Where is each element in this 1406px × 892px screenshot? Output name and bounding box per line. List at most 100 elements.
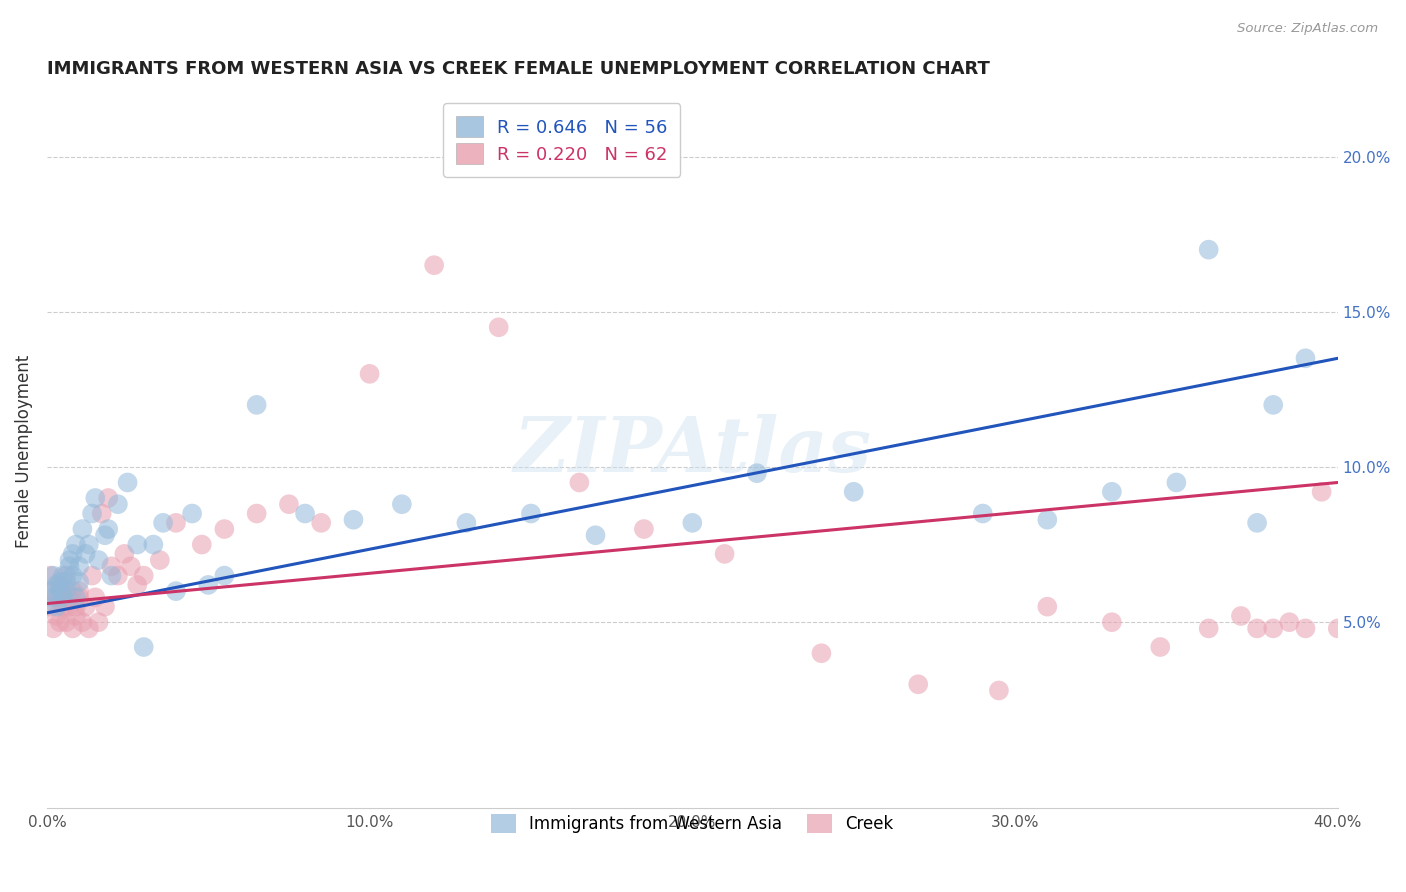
Point (359, 367, 381, 381)
Point (120, 559, 142, 574)
Point (49, 615, 72, 630)
Point (1278, 615, 1301, 630)
Point (1246, 516, 1268, 530)
Point (633, 522, 655, 536)
Point (1198, 243, 1220, 257)
Point (342, 513, 364, 527)
Point (246, 398, 269, 412)
Point (67, 574, 90, 589)
Point (80, 507, 103, 521)
Point (309, 516, 332, 530)
Point (94, 599, 117, 614)
Point (100, 568, 122, 582)
Point (488, 320, 510, 334)
Point (191, 538, 214, 552)
Point (45, 609, 67, 624)
Point (55, 615, 77, 630)
Point (972, 507, 994, 521)
Point (72, 615, 94, 630)
Point (1036, 513, 1059, 527)
Point (75, 599, 97, 614)
Point (107, 568, 129, 582)
Point (84, 591, 107, 605)
Point (127, 538, 149, 552)
Point (1101, 615, 1123, 630)
Text: IMMIGRANTS FROM WESTERN ASIA VS CREEK FEMALE UNEMPLOYMENT CORRELATION CHART: IMMIGRANTS FROM WESTERN ASIA VS CREEK FE… (46, 60, 990, 78)
Point (62, 547, 84, 561)
Point (55, 568, 77, 582)
Text: ZIPAtlas: ZIPAtlas (513, 415, 872, 489)
Text: Source: ZipAtlas.com: Source: ZipAtlas.com (1237, 22, 1378, 36)
Point (907, 677, 929, 691)
Point (58, 559, 80, 574)
Point (58, 591, 80, 605)
Point (49, 578, 72, 592)
Point (55, 574, 77, 589)
Point (67, 591, 90, 605)
Point (65, 591, 87, 605)
Point (94, 528, 117, 542)
Point (52, 584, 75, 599)
Point (713, 547, 735, 561)
Point (391, 497, 413, 511)
Point (745, 466, 768, 480)
Point (67, 584, 90, 599)
Point (1326, 621, 1348, 635)
Point (1310, 484, 1333, 499)
Point (1036, 599, 1059, 614)
Point (423, 258, 446, 272)
Point (197, 578, 219, 592)
Legend: Immigrants from Western Asia, Creek: Immigrants from Western Asia, Creek (481, 804, 904, 843)
Point (152, 516, 174, 530)
Point (456, 516, 478, 530)
Point (42, 584, 65, 599)
Point (246, 507, 269, 521)
Point (112, 547, 135, 561)
Point (42, 568, 65, 582)
Point (65, 599, 87, 614)
Point (1295, 621, 1317, 635)
Point (127, 578, 149, 592)
Point (87, 553, 110, 567)
Point (1101, 484, 1123, 499)
Point (1149, 640, 1171, 654)
Point (568, 475, 591, 490)
Point (1246, 621, 1268, 635)
Point (117, 475, 139, 490)
Point (58, 599, 80, 614)
Point (987, 683, 1010, 698)
Point (107, 497, 129, 511)
Point (52, 591, 75, 605)
Point (810, 646, 832, 660)
Point (39, 568, 62, 582)
Point (87, 615, 110, 630)
Point (80, 568, 103, 582)
Point (72, 522, 94, 536)
Point (842, 484, 865, 499)
Point (1295, 351, 1317, 366)
Point (132, 640, 155, 654)
Point (97, 491, 120, 505)
Point (62, 584, 84, 599)
Point (39, 599, 62, 614)
Point (142, 538, 165, 552)
Point (165, 584, 187, 599)
Point (45, 591, 67, 605)
Point (90, 507, 112, 521)
Point (67, 559, 90, 574)
Point (49, 584, 72, 599)
Point (52, 568, 75, 582)
Point (42, 621, 65, 635)
Point (97, 522, 120, 536)
Point (49, 574, 72, 589)
Point (1198, 621, 1220, 635)
Point (84, 491, 107, 505)
Point (100, 559, 122, 574)
Point (65, 609, 87, 624)
Point (132, 568, 155, 582)
Point (39, 584, 62, 599)
Point (62, 568, 84, 582)
Y-axis label: Female Unemployment: Female Unemployment (15, 355, 32, 548)
Point (1263, 621, 1285, 635)
Point (77, 538, 100, 552)
